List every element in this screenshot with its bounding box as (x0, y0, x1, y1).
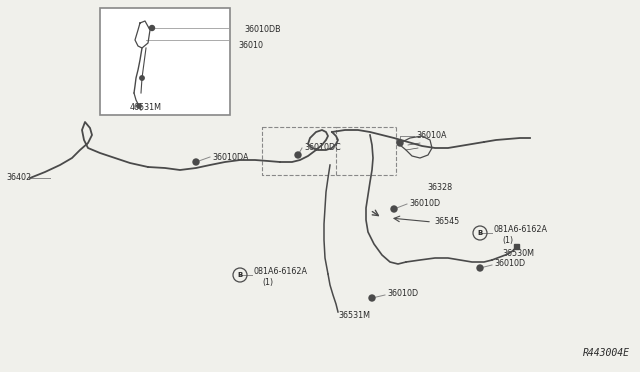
Text: 36010A: 36010A (416, 131, 447, 141)
Text: 36531M: 36531M (338, 311, 370, 321)
Text: B: B (477, 230, 483, 236)
Text: 36010D: 36010D (387, 289, 418, 298)
Circle shape (369, 295, 375, 301)
Text: 36328: 36328 (427, 183, 452, 192)
Text: (1): (1) (262, 279, 273, 288)
Text: 081A6-6162A: 081A6-6162A (254, 266, 308, 276)
Circle shape (295, 152, 301, 158)
Text: 36402: 36402 (6, 173, 31, 183)
Circle shape (137, 104, 141, 108)
Circle shape (391, 206, 397, 212)
Circle shape (193, 159, 199, 165)
Text: 36010: 36010 (238, 41, 263, 49)
Circle shape (477, 265, 483, 271)
Text: B: B (237, 272, 243, 278)
Circle shape (150, 26, 154, 31)
Text: 36530M: 36530M (502, 250, 534, 259)
Text: 36010DA: 36010DA (212, 153, 248, 161)
Text: 081A6-6162A: 081A6-6162A (494, 224, 548, 234)
Text: 46531M: 46531M (130, 103, 162, 112)
Circle shape (140, 76, 144, 80)
Text: 36010DB: 36010DB (244, 26, 280, 35)
Bar (513, 244, 518, 248)
Text: R443004E: R443004E (583, 348, 630, 358)
Text: (1): (1) (502, 237, 513, 246)
Text: 36010D: 36010D (494, 260, 525, 269)
Text: 36545: 36545 (434, 218, 460, 227)
Text: 36010DC: 36010DC (304, 144, 340, 153)
Text: 36010D: 36010D (409, 199, 440, 208)
Circle shape (397, 140, 403, 146)
Bar (100, 8, 230, 115)
